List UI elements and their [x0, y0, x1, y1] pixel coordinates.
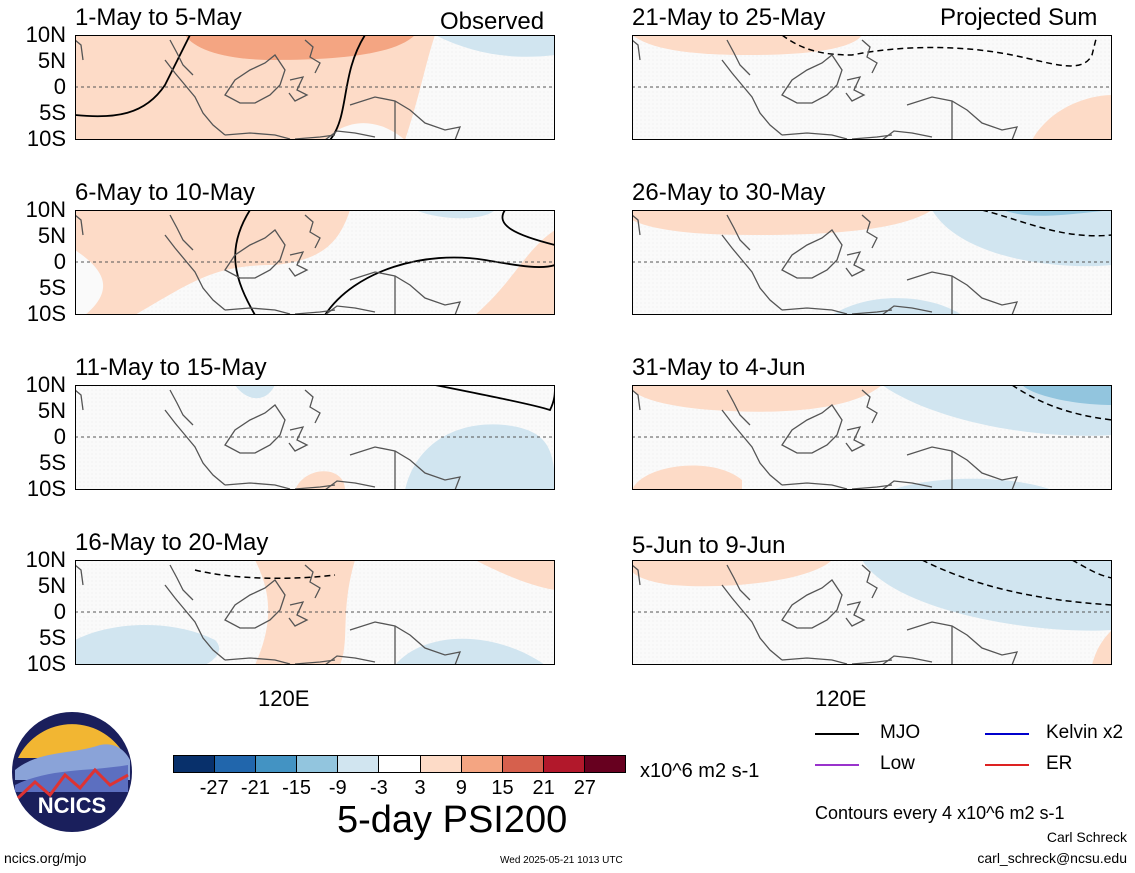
colorbar-swatch	[338, 756, 380, 772]
lat-label: 0	[53, 74, 66, 99]
lat-label: 0	[53, 599, 66, 624]
colorbar-tick-label: 21	[532, 777, 555, 799]
lat-label: 10N	[25, 22, 66, 47]
colorbar-units: x10^6 m2 s-1	[640, 760, 760, 782]
panel-title: 6-May to 10-May	[75, 179, 256, 206]
lat-label: 0	[53, 424, 66, 449]
colorbar-tick-label: 9	[455, 777, 467, 799]
panel-title: 21-May to 25-May	[632, 4, 826, 31]
map-panel	[632, 385, 1112, 490]
contour-note: Contours every 4 x10^6 m2 s-1	[815, 803, 1065, 823]
legend-swatch-mjo	[815, 733, 859, 735]
legend-swatch-kelvin	[985, 733, 1029, 735]
panel-title: 5-Jun to 9-Jun	[632, 532, 786, 559]
lat-label: 10S	[26, 651, 66, 676]
lat-label: 5S	[39, 275, 66, 300]
lat-label: 0	[53, 249, 66, 274]
colorbar-tick-label: 27	[573, 777, 596, 799]
colorbar-swatch	[543, 756, 585, 772]
observed-label: Observed	[440, 8, 545, 35]
timestamp: Wed 2025-05-21 1013 UTC	[500, 855, 623, 866]
colorbar-swatch	[215, 756, 257, 772]
colorbar-tick-label: 15	[491, 777, 514, 799]
lat-label: 5N	[37, 48, 66, 73]
colorbar-swatch	[297, 756, 339, 772]
map-panel	[75, 35, 555, 140]
email-link[interactable]: carl_schreck@ncsu.edu	[977, 850, 1127, 866]
colorbar-swatch	[584, 756, 626, 772]
author: Carl Schreck	[1046, 829, 1127, 845]
lat-label: 10S	[26, 126, 66, 151]
projected-sum-label: Projected Sum	[940, 4, 1098, 31]
colorbar-swatch	[256, 756, 298, 772]
lat-label: 5N	[37, 398, 66, 423]
lat-label: 10S	[26, 301, 66, 326]
colorbar-tick-label: 3	[414, 777, 426, 799]
panel-title: 31-May to 4-Jun	[632, 354, 806, 381]
legend-label-mjo: MJO	[880, 722, 921, 743]
colorbar-tick-label: -3	[370, 777, 388, 799]
panel-title: 26-May to 30-May	[632, 179, 826, 206]
ncics-logo: NCICS	[10, 710, 134, 834]
lat-label: 5N	[37, 223, 66, 248]
legend-label-low: Low	[880, 753, 915, 774]
colorbar	[173, 755, 626, 773]
colorbar-swatch	[420, 756, 462, 772]
map-panel	[632, 560, 1112, 665]
panel-title: 1-May to 5-May	[75, 4, 242, 31]
colorbar-swatch	[174, 756, 216, 772]
lon-label: 120E	[815, 686, 867, 711]
lat-label: 10S	[26, 476, 66, 501]
colorbar-swatch	[502, 756, 544, 772]
colorbar-tick-label: -15	[282, 777, 311, 799]
lon-label: 120E	[258, 686, 310, 711]
colorbar-tick-label: -21	[240, 777, 270, 799]
colorbar-swatch	[379, 756, 421, 772]
lat-label: 5S	[39, 450, 66, 475]
lat-label: 5S	[39, 100, 66, 125]
legend-label-er: ER	[1046, 753, 1073, 774]
colorbar-tick-label: -27	[199, 777, 229, 799]
map-panel	[75, 385, 555, 490]
map-panel	[632, 210, 1112, 315]
colorbar-swatch	[461, 756, 503, 772]
legend-swatch-er	[985, 764, 1029, 766]
lat-label: 5S	[39, 625, 66, 650]
legend-label-kelvin: Kelvin x2	[1046, 722, 1124, 743]
lat-label: 10N	[25, 547, 66, 572]
panel-title: 16-May to 20-May	[75, 529, 269, 556]
map-panel	[75, 210, 555, 315]
colorbar-title: 5-day PSI200	[337, 799, 568, 841]
colorbar-tick-label: -9	[328, 777, 347, 799]
map-panel	[632, 35, 1112, 140]
legend-swatch-low	[815, 764, 859, 766]
lat-label: 10N	[25, 372, 66, 397]
map-panel	[75, 560, 555, 665]
panel-title: 11-May to 15-May	[75, 354, 267, 381]
logo-text: NCICS	[38, 793, 106, 818]
lat-label: 5N	[37, 573, 66, 598]
url-link[interactable]: ncics.org/mjo	[4, 850, 87, 866]
lat-label: 10N	[25, 197, 66, 222]
